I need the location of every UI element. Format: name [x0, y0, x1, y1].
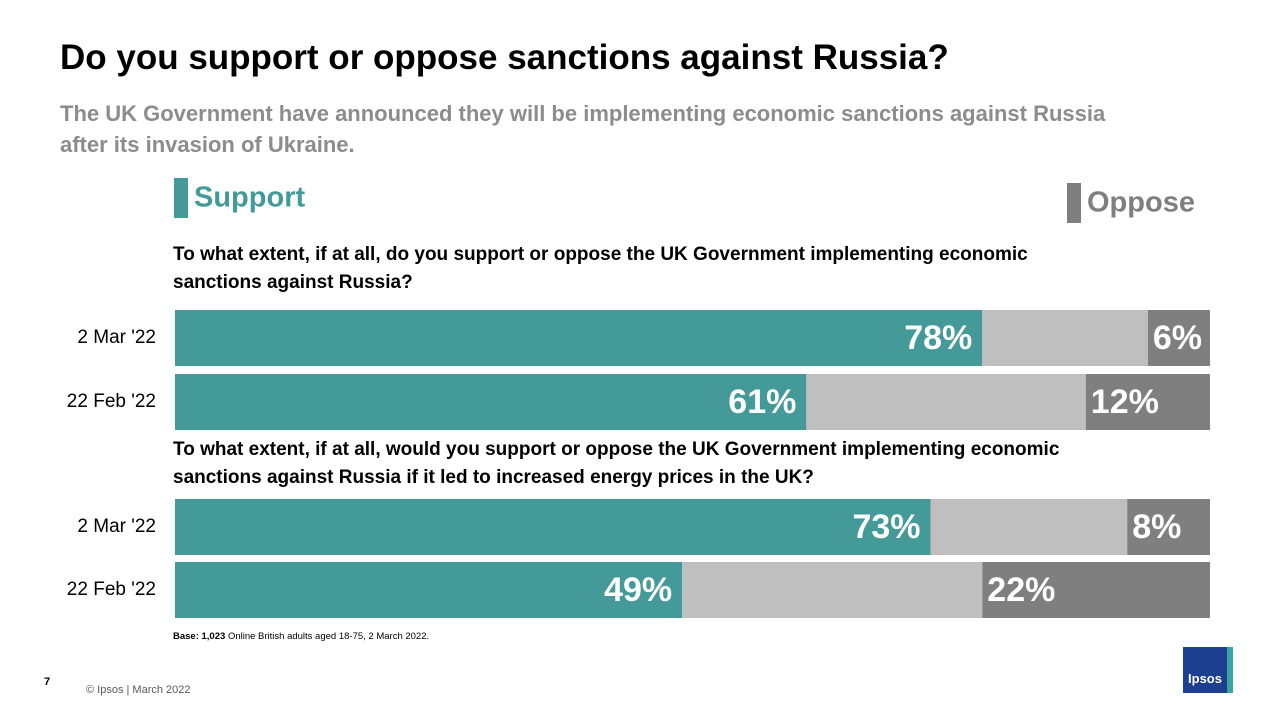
value-label: 61%: [728, 383, 796, 421]
value-label: 78%: [904, 319, 972, 357]
bar-segment: [175, 499, 931, 555]
page-number: 7: [44, 676, 51, 688]
bar-segment: [175, 310, 983, 366]
logo: Ipsos: [1183, 647, 1233, 693]
category-label: 22 Feb '22: [67, 579, 156, 600]
bar-segment: [982, 562, 1210, 618]
value-label: 6%: [1153, 319, 1202, 357]
slide-title: Do you support or oppose sanctions again…: [60, 38, 949, 77]
legend-label: Oppose: [1087, 187, 1195, 219]
bar-segment: [682, 562, 983, 618]
slide-subtitle: The UK Government have announced they wi…: [60, 101, 1106, 157]
base-text: Online British adults aged 18-75, 2 Marc…: [227, 631, 430, 642]
bar-segment: [806, 374, 1086, 430]
bar-segment: [1127, 499, 1210, 555]
base-note: Base: 1,023 Online British adults aged 1…: [173, 631, 429, 642]
bar-segment: [930, 499, 1128, 555]
bar-segment: [175, 374, 807, 430]
legend-label: Support: [194, 182, 305, 214]
legend-swatch: [174, 178, 188, 218]
question: To what extent, if at all, would you sup…: [173, 439, 1060, 488]
footer: © Ipsos | March 2022: [86, 684, 191, 696]
bar-segment: [175, 562, 683, 618]
value-label: 49%: [604, 571, 672, 609]
value-label: 73%: [852, 508, 920, 546]
base-label: Base: 1,023: [173, 631, 226, 642]
bar-segment: [1085, 374, 1210, 430]
category-label: 2 Mar '22: [77, 516, 156, 537]
category-label: 22 Feb '22: [67, 391, 156, 412]
value-label: 12%: [1091, 383, 1159, 421]
question: To what extent, if at all, do you suppor…: [173, 244, 1028, 293]
bar-segment: [1147, 310, 1210, 366]
legend-swatch: [1067, 183, 1081, 223]
value-label: 8%: [1132, 508, 1181, 546]
category-label: 2 Mar '22: [77, 327, 156, 348]
bar-segment: [982, 310, 1148, 366]
value-label: 22%: [987, 571, 1055, 609]
